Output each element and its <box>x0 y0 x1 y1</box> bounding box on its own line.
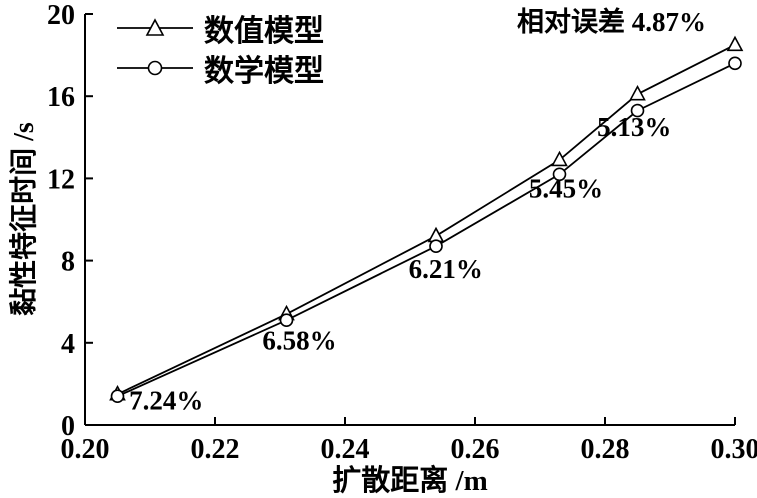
triangle-marker-icon <box>117 18 193 36</box>
annotation-label: 6.21% <box>409 254 483 284</box>
annotation-label: 6.58% <box>262 326 336 356</box>
circle-data-marker <box>429 239 443 254</box>
circle-data-marker <box>552 167 567 182</box>
series-line-circle <box>117 62 736 398</box>
annotation-label: 5.45% <box>529 174 603 204</box>
series-line-triangle <box>117 44 736 395</box>
annotation-label: 5.13% <box>597 112 671 142</box>
x-tick-label: 0.22 <box>191 434 240 465</box>
y-tick-label: 20 <box>47 0 75 31</box>
triangle-data-marker <box>629 84 646 101</box>
y-tick-label: 4 <box>61 329 75 360</box>
triangle-data-marker <box>551 150 568 167</box>
circle-data-marker <box>630 103 645 118</box>
x-tick-label: 0.26 <box>451 434 500 465</box>
legend-label-math-model: 数学模型 <box>204 55 324 88</box>
annotation-label: 相对误差 4.87% <box>517 6 706 37</box>
x-tick-label: 0.28 <box>581 434 630 465</box>
x-tick-label: 0.20 <box>61 434 110 465</box>
y-tick-label: 8 <box>61 247 75 278</box>
triangle-data-marker <box>726 35 744 52</box>
annotation-label: 7.24% <box>129 385 203 415</box>
circle-data-marker <box>279 313 294 327</box>
legend-label-numerical-model: 数值模型 <box>204 15 324 48</box>
y-tick-label: 0 <box>61 411 75 442</box>
circle-data-marker <box>110 389 125 404</box>
legend-item-numerical-model: 数值模型 <box>116 10 324 48</box>
y-tick-label: 16 <box>47 82 75 113</box>
chart-legend: 数值模型 数学模型 <box>116 10 324 88</box>
y-tick-label: 12 <box>47 164 75 195</box>
x-tick-label: 0.30 <box>711 434 757 465</box>
circle-data-marker <box>728 56 742 71</box>
x-axis-label: 扩散距离 /m <box>332 465 488 497</box>
circle-marker-icon <box>117 60 193 76</box>
x-tick-label: 0.24 <box>321 434 370 465</box>
y-axis-label: 黏性特征时间 /s <box>9 122 40 316</box>
legend-item-math-model: 数学模型 <box>116 50 324 88</box>
